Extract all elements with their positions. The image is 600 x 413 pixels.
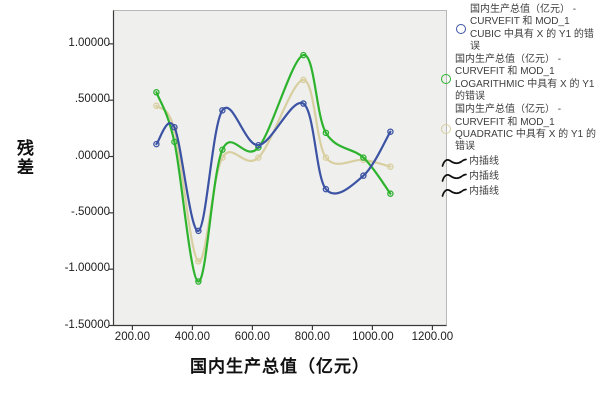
x-tick-label: 600.00	[234, 331, 270, 343]
x-tick-label: 200.00	[114, 331, 150, 343]
interp-line-label: 内插线	[469, 170, 499, 182]
legend-entry-quadratic: 国内生产总值（亿元） - CURVEFIT 和 MOD_1 QUADRATIC …	[441, 104, 598, 153]
legend-entry-label: 国内生产总值（亿元） - CURVEFIT 和 MOD_1 CUBIC 中具有 …	[470, 4, 594, 52]
legend-entry-interp-line-2: 内插线	[441, 170, 598, 185]
x-tick-label: 1000.00	[352, 331, 394, 343]
y-tick-label: -1.50000	[64, 318, 110, 331]
y-tick-label: 1.00000	[68, 36, 110, 49]
y-tick-label: -1.00000	[64, 262, 110, 275]
x-tick-label: 800.00	[294, 331, 330, 343]
y-tick-label: .00000	[74, 149, 110, 162]
interpolation-line-icon	[441, 158, 467, 167]
x-tick-label: 400.00	[174, 331, 210, 343]
legend-entry-logarithmic: 国内生产总值（亿元） - CURVEFIT 和 MOD_1 LOGARITHMI…	[441, 54, 598, 103]
legend: 国内生产总值（亿元） - CURVEFIT 和 MOD_1 CUBIC 中具有 …	[441, 4, 598, 200]
legend-entry-cubic: 国内生产总值（亿元） - CURVEFIT 和 MOD_1 CUBIC 中具有 …	[441, 4, 598, 53]
cubic-series-marker-icon	[456, 23, 466, 34]
y-tick-label: .50000	[74, 93, 110, 106]
legend-entry-interp-line-3: 内插线	[441, 185, 598, 200]
legend-entry-label: 国内生产总值（亿元） - CURVEFIT 和 MOD_1 LOGARITHMI…	[455, 54, 595, 103]
interp-line-label: 内插线	[469, 155, 499, 167]
y-tick-label: -.50000	[70, 205, 110, 218]
quadratic-series-marker-icon	[441, 123, 451, 134]
x-tick-label: 1200.00	[411, 331, 454, 343]
y-axis-title: 残差	[17, 139, 34, 177]
logarithmic-series-marker-icon	[441, 73, 451, 84]
interpolation-line-icon	[441, 173, 467, 182]
legend-entry-interp-line-1: 内插线	[441, 155, 598, 170]
x-axis-title: 国内生产总值（亿元）	[190, 357, 370, 376]
legend-entry-label: 国内生产总值（亿元） - CURVEFIT 和 MOD_1 QUADRATIC …	[455, 104, 596, 153]
interp-line-label: 内插线	[469, 185, 499, 197]
interpolation-line-icon	[441, 188, 467, 197]
